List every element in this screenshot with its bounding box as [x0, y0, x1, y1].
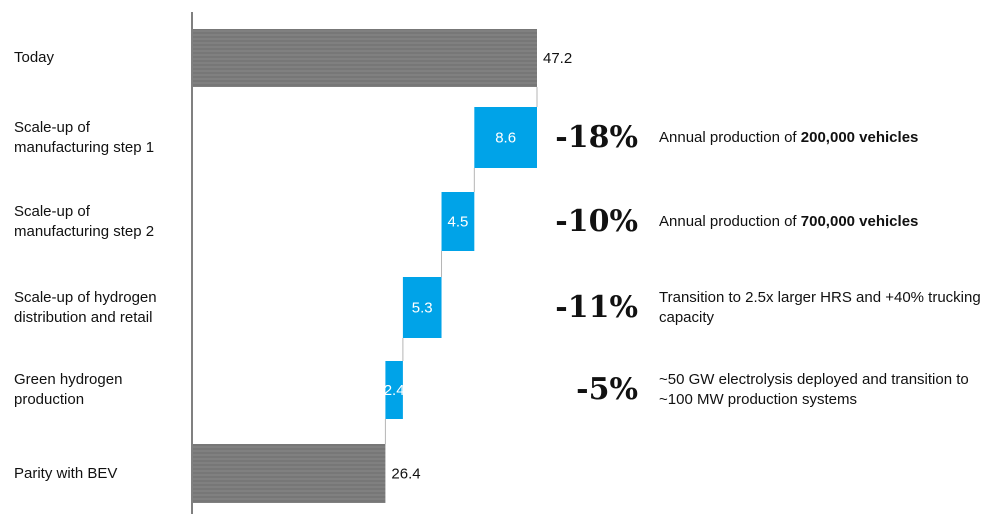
note-text: Annual production of	[659, 128, 801, 146]
category-label: Scale-up of hydrogen distribution and ret…	[14, 288, 194, 328]
category-label: Scale-up of manufacturing step 2	[14, 202, 194, 242]
total-bar	[193, 444, 386, 503]
annotation-note: Annual production of 200,000 vehicles	[659, 128, 1004, 148]
category-label-line: Green hydrogen	[14, 371, 123, 388]
note-text: ~50 GW electrolysis deployed and transit…	[659, 371, 969, 408]
percent-change: -10%	[555, 203, 638, 239]
value-label: 2.4	[384, 382, 405, 399]
annotation-note: Transition to 2.5x larger HRS and +40% t…	[659, 288, 1004, 328]
category-label-line: Parity with BEV	[14, 464, 118, 482]
step-bar	[402, 277, 442, 338]
value-label: 5.3	[412, 300, 433, 317]
annotation-note: Annual production of 700,000 vehicles	[659, 212, 1004, 232]
category-label-line: production	[14, 391, 85, 408]
note-emphasis: 200,000 vehicles	[800, 128, 919, 146]
category-label-line: manufacturing step 1	[14, 138, 155, 156]
value-label: 47.2	[543, 50, 572, 67]
annotation-note: ~50 GW electrolysis deployed and transit…	[659, 370, 1004, 410]
total-bar	[193, 29, 537, 87]
percent-change: -5%	[576, 372, 638, 407]
percent-change: -11%	[555, 289, 638, 325]
category-label: Today	[14, 48, 194, 68]
step-bar	[441, 192, 475, 251]
category-label-line: Today	[14, 49, 55, 66]
value-label: 4.5	[447, 214, 468, 231]
value-label: 8.6	[495, 130, 516, 147]
note-text: Annual production of	[659, 212, 801, 230]
category-label: Parity with BEV	[14, 464, 194, 484]
percent-change: -18%	[555, 119, 638, 155]
step-bar	[385, 361, 403, 419]
step-bar	[474, 107, 537, 168]
category-label-line: Scale-up of	[14, 202, 90, 220]
category-label-line: Scale-up of hydrogen	[14, 288, 157, 306]
note-emphasis: 700,000 vehicles	[800, 212, 919, 230]
category-label-line: distribution and retail	[14, 308, 153, 326]
category-label-line: Scale-up of	[14, 118, 90, 136]
note-text: Transition to 2.5x larger HRS and +40% t…	[659, 288, 981, 326]
category-label: Scale-up of manufacturing step 1	[14, 118, 194, 158]
value-label: 26.4	[391, 466, 420, 483]
category-label: Green hydrogen production	[14, 370, 194, 410]
category-label-line: manufacturing step 2	[14, 222, 155, 240]
